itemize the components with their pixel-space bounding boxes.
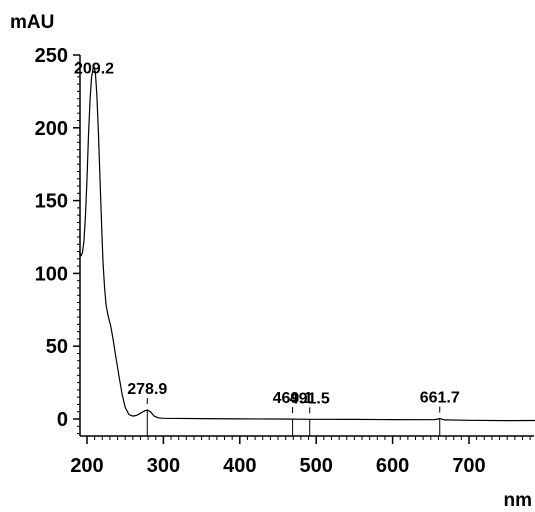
y-axis-ticks: 0 50 100 150 200 250 bbox=[35, 45, 80, 431]
y-minor-ticks bbox=[77, 61, 80, 435]
x-tick-label: 500 bbox=[300, 455, 333, 477]
x-axis-ticks: 200 300 400 500 600 700 bbox=[70, 436, 486, 477]
x-tick-label: 200 bbox=[70, 455, 103, 477]
y-tick-label: 100 bbox=[35, 263, 68, 285]
y-tick-label: 0 bbox=[57, 409, 68, 431]
peak-label: 491.5 bbox=[290, 390, 330, 407]
peak-label: 278.9 bbox=[127, 381, 167, 398]
x-minor-ticks bbox=[94, 436, 531, 440]
y-tick-label: 250 bbox=[35, 45, 68, 67]
y-tick-label: 50 bbox=[46, 336, 68, 358]
x-axis-unit-label: nm bbox=[504, 490, 533, 511]
x-tick-label: 700 bbox=[452, 455, 485, 477]
spectrum-line bbox=[78, 66, 535, 422]
y-tick-label: 150 bbox=[35, 191, 68, 213]
x-tick-label: 300 bbox=[147, 455, 180, 477]
peak-label: 469.1 bbox=[273, 390, 313, 407]
y-axis-unit-label: mAU bbox=[10, 12, 54, 33]
x-tick-label: 600 bbox=[376, 455, 409, 477]
peak-label: 661.7 bbox=[420, 390, 460, 407]
series-group bbox=[78, 66, 535, 422]
x-tick-label: 400 bbox=[223, 455, 256, 477]
y-tick-label: 200 bbox=[35, 118, 68, 140]
